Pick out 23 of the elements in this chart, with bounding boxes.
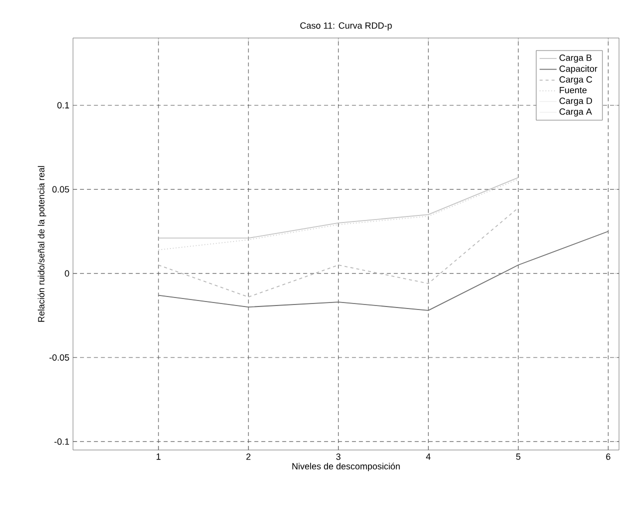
y-tick-label: 0.05 bbox=[52, 186, 70, 193]
y-tick-label: -0.05 bbox=[49, 354, 70, 361]
y-tick-label: 0 bbox=[64, 270, 70, 277]
line-series bbox=[158, 207, 519, 298]
legend-label: Carga C bbox=[560, 76, 592, 84]
x-tick-label: 6 bbox=[606, 454, 610, 460]
y-tick-label: -0.1 bbox=[54, 438, 70, 445]
x-tick-label: 2 bbox=[246, 454, 250, 460]
legend-label: Fuente bbox=[560, 87, 587, 94]
y-axis-title: Relación ruido/señal de la potencia real bbox=[38, 166, 46, 322]
chart-title: Caso 11: Curva RDD-p bbox=[300, 22, 392, 30]
legend-label: Carga B bbox=[560, 54, 592, 63]
legend-label: Capacitor bbox=[560, 65, 598, 74]
line-series bbox=[158, 230, 609, 311]
line-series bbox=[158, 178, 519, 250]
x-tick-label: 4 bbox=[426, 454, 431, 460]
legend-label: Carga D bbox=[560, 98, 592, 106]
x-tick-label: 3 bbox=[336, 454, 340, 460]
y-tick-label: 0.1 bbox=[57, 102, 70, 108]
legend-label: Carga A bbox=[560, 108, 592, 117]
x-tick-label: 5 bbox=[516, 454, 520, 460]
x-axis-title: Niveles de descomposición bbox=[292, 462, 400, 472]
x-tick-label: 1 bbox=[156, 454, 161, 460]
